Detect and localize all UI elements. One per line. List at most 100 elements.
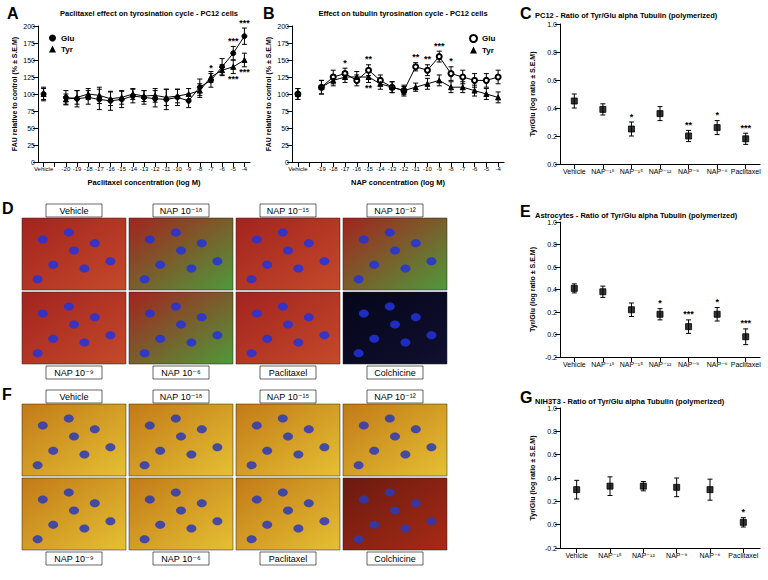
svg-text:-12: -12	[400, 166, 409, 172]
svg-text:*: *	[715, 110, 719, 120]
svg-text:G: G	[520, 389, 532, 406]
svg-text:-16: -16	[106, 166, 115, 172]
svg-text:-14: -14	[129, 166, 138, 172]
svg-text:0.6: 0.6	[547, 264, 557, 271]
svg-text:*: *	[715, 297, 719, 307]
svg-text:**: **	[685, 120, 693, 130]
svg-text:25: 25	[281, 142, 289, 149]
svg-text:Paclitaxel: Paclitaxel	[731, 361, 761, 368]
svg-text:175: 175	[23, 40, 35, 47]
svg-text:NAP⁻⁶: NAP⁻⁶	[707, 361, 728, 368]
svg-text:1.0: 1.0	[547, 219, 557, 226]
svg-text:*: *	[658, 298, 662, 308]
svg-text:NAP⁻¹²: NAP⁻¹²	[632, 552, 655, 559]
svg-text:NAP concentration (log M): NAP concentration (log M)	[351, 178, 446, 187]
svg-text:1.0: 1.0	[547, 21, 557, 28]
svg-text:0.4: 0.4	[547, 475, 557, 482]
svg-text:F: F	[2, 386, 12, 403]
svg-text:-5: -5	[231, 166, 237, 172]
svg-text:**: **	[365, 54, 373, 64]
svg-text:NAP⁻¹⁸: NAP⁻¹⁸	[591, 361, 614, 368]
svg-text:NAP⁻¹²: NAP⁻¹²	[649, 361, 672, 368]
svg-text:0.6: 0.6	[547, 451, 557, 458]
svg-text:0.4: 0.4	[547, 286, 557, 293]
svg-text:A: A	[7, 5, 19, 22]
svg-text:175: 175	[277, 40, 289, 47]
svg-text:Effect on tubulin tyrosination: Effect on tubulin tyrosination cycle - P…	[318, 9, 487, 18]
svg-text:Tyr/Glu (log ratio ± S.E.M): Tyr/Glu (log ratio ± S.E.M)	[529, 436, 537, 521]
svg-text:Paclitaxel concentration (log: Paclitaxel concentration (log M)	[88, 178, 201, 187]
svg-text:Paclitaxel effect on tyrosinat: Paclitaxel effect on tyrosination cycle …	[60, 9, 238, 18]
svg-text:***: ***	[239, 67, 250, 77]
svg-text:NAP 10⁻¹²: NAP 10⁻¹²	[374, 392, 416, 402]
svg-text:-20: -20	[62, 166, 71, 172]
svg-text:-19: -19	[317, 166, 326, 172]
svg-text:0.6: 0.6	[547, 77, 557, 84]
svg-text:Paclitaxel: Paclitaxel	[269, 554, 308, 564]
svg-text:**: **	[424, 54, 432, 64]
svg-text:0: 0	[285, 159, 289, 166]
svg-text:-4: -4	[242, 166, 248, 172]
svg-text:NAP 10⁻¹²: NAP 10⁻¹²	[374, 206, 416, 216]
svg-text:NAP⁻⁶: NAP⁻⁶	[707, 168, 728, 175]
svg-text:NAP⁻¹⁵: NAP⁻¹⁵	[620, 361, 643, 368]
svg-text:E: E	[520, 203, 531, 220]
svg-text:Tyr/Glu (log ratio ± S.E.M): Tyr/Glu (log ratio ± S.E.M)	[529, 52, 537, 137]
svg-text:NAP 10⁻⁹: NAP 10⁻⁹	[54, 554, 94, 564]
svg-text:-11: -11	[162, 166, 171, 172]
svg-text:0.2: 0.2	[547, 309, 557, 316]
svg-text:Paclitaxel: Paclitaxel	[269, 368, 308, 378]
svg-text:B: B	[263, 5, 275, 22]
svg-text:*: *	[209, 63, 213, 73]
svg-text:Glu: Glu	[482, 34, 495, 43]
svg-text:*: *	[630, 112, 634, 122]
svg-text:-15: -15	[364, 166, 373, 172]
svg-text:Colchicine: Colchicine	[374, 368, 416, 378]
svg-text:NAP 10⁻¹⁸: NAP 10⁻¹⁸	[160, 392, 203, 402]
svg-text:NAP⁻¹⁸: NAP⁻¹⁸	[591, 168, 614, 175]
svg-text:NAP 10⁻¹⁵: NAP 10⁻¹⁵	[267, 392, 310, 402]
svg-text:-11: -11	[412, 166, 421, 172]
svg-text:0.2: 0.2	[547, 133, 557, 140]
svg-text:200: 200	[23, 23, 35, 30]
svg-text:Vehicle: Vehicle	[563, 168, 586, 175]
svg-text:0.0: 0.0	[547, 331, 557, 338]
svg-text:-13: -13	[388, 166, 397, 172]
svg-text:-9: -9	[437, 166, 443, 172]
svg-text:-6: -6	[472, 166, 478, 172]
svg-text:-13: -13	[140, 166, 149, 172]
svg-text:125: 125	[277, 74, 289, 81]
svg-text:0: 0	[31, 159, 35, 166]
svg-text:-0.2: -0.2	[545, 545, 557, 552]
svg-text:NAP⁻¹⁵: NAP⁻¹⁵	[620, 168, 643, 175]
svg-text:-19: -19	[73, 166, 82, 172]
svg-text:C: C	[520, 5, 532, 22]
svg-text:150: 150	[23, 57, 35, 64]
svg-text:***: ***	[228, 74, 239, 84]
svg-text:-18: -18	[84, 166, 93, 172]
svg-text:NAP⁻⁶: NAP⁻⁶	[700, 552, 721, 559]
svg-text:Astrocytes - Ratio of Tyr/Glu: Astrocytes - Ratio of Tyr/Glu alpha Tubu…	[535, 211, 738, 220]
svg-text:Glu: Glu	[61, 34, 74, 43]
svg-text:75: 75	[27, 108, 35, 115]
svg-text:Paclitaxel: Paclitaxel	[728, 552, 758, 559]
svg-text:NAP 10⁻⁶: NAP 10⁻⁶	[161, 368, 201, 378]
svg-text:0.2: 0.2	[547, 498, 557, 505]
svg-text:-8: -8	[197, 166, 203, 172]
svg-text:25: 25	[27, 142, 35, 149]
svg-text:***: ***	[740, 123, 751, 133]
svg-text:NAP 10⁻¹⁵: NAP 10⁻¹⁵	[267, 206, 310, 216]
svg-text:-0.2: -0.2	[545, 354, 557, 361]
svg-text:-7: -7	[460, 166, 466, 172]
svg-text:NAP 10⁻⁹: NAP 10⁻⁹	[54, 368, 94, 378]
svg-text:100: 100	[23, 91, 35, 98]
svg-text:NAP⁻⁹: NAP⁻⁹	[678, 361, 699, 368]
svg-text:-10: -10	[173, 166, 182, 172]
svg-text:-17: -17	[341, 166, 350, 172]
svg-text:***: ***	[683, 309, 694, 319]
svg-text:-4: -4	[495, 166, 501, 172]
svg-text:-18: -18	[329, 166, 338, 172]
svg-text:125: 125	[23, 74, 35, 81]
svg-text:*: *	[449, 56, 453, 66]
svg-text:-5: -5	[484, 166, 490, 172]
